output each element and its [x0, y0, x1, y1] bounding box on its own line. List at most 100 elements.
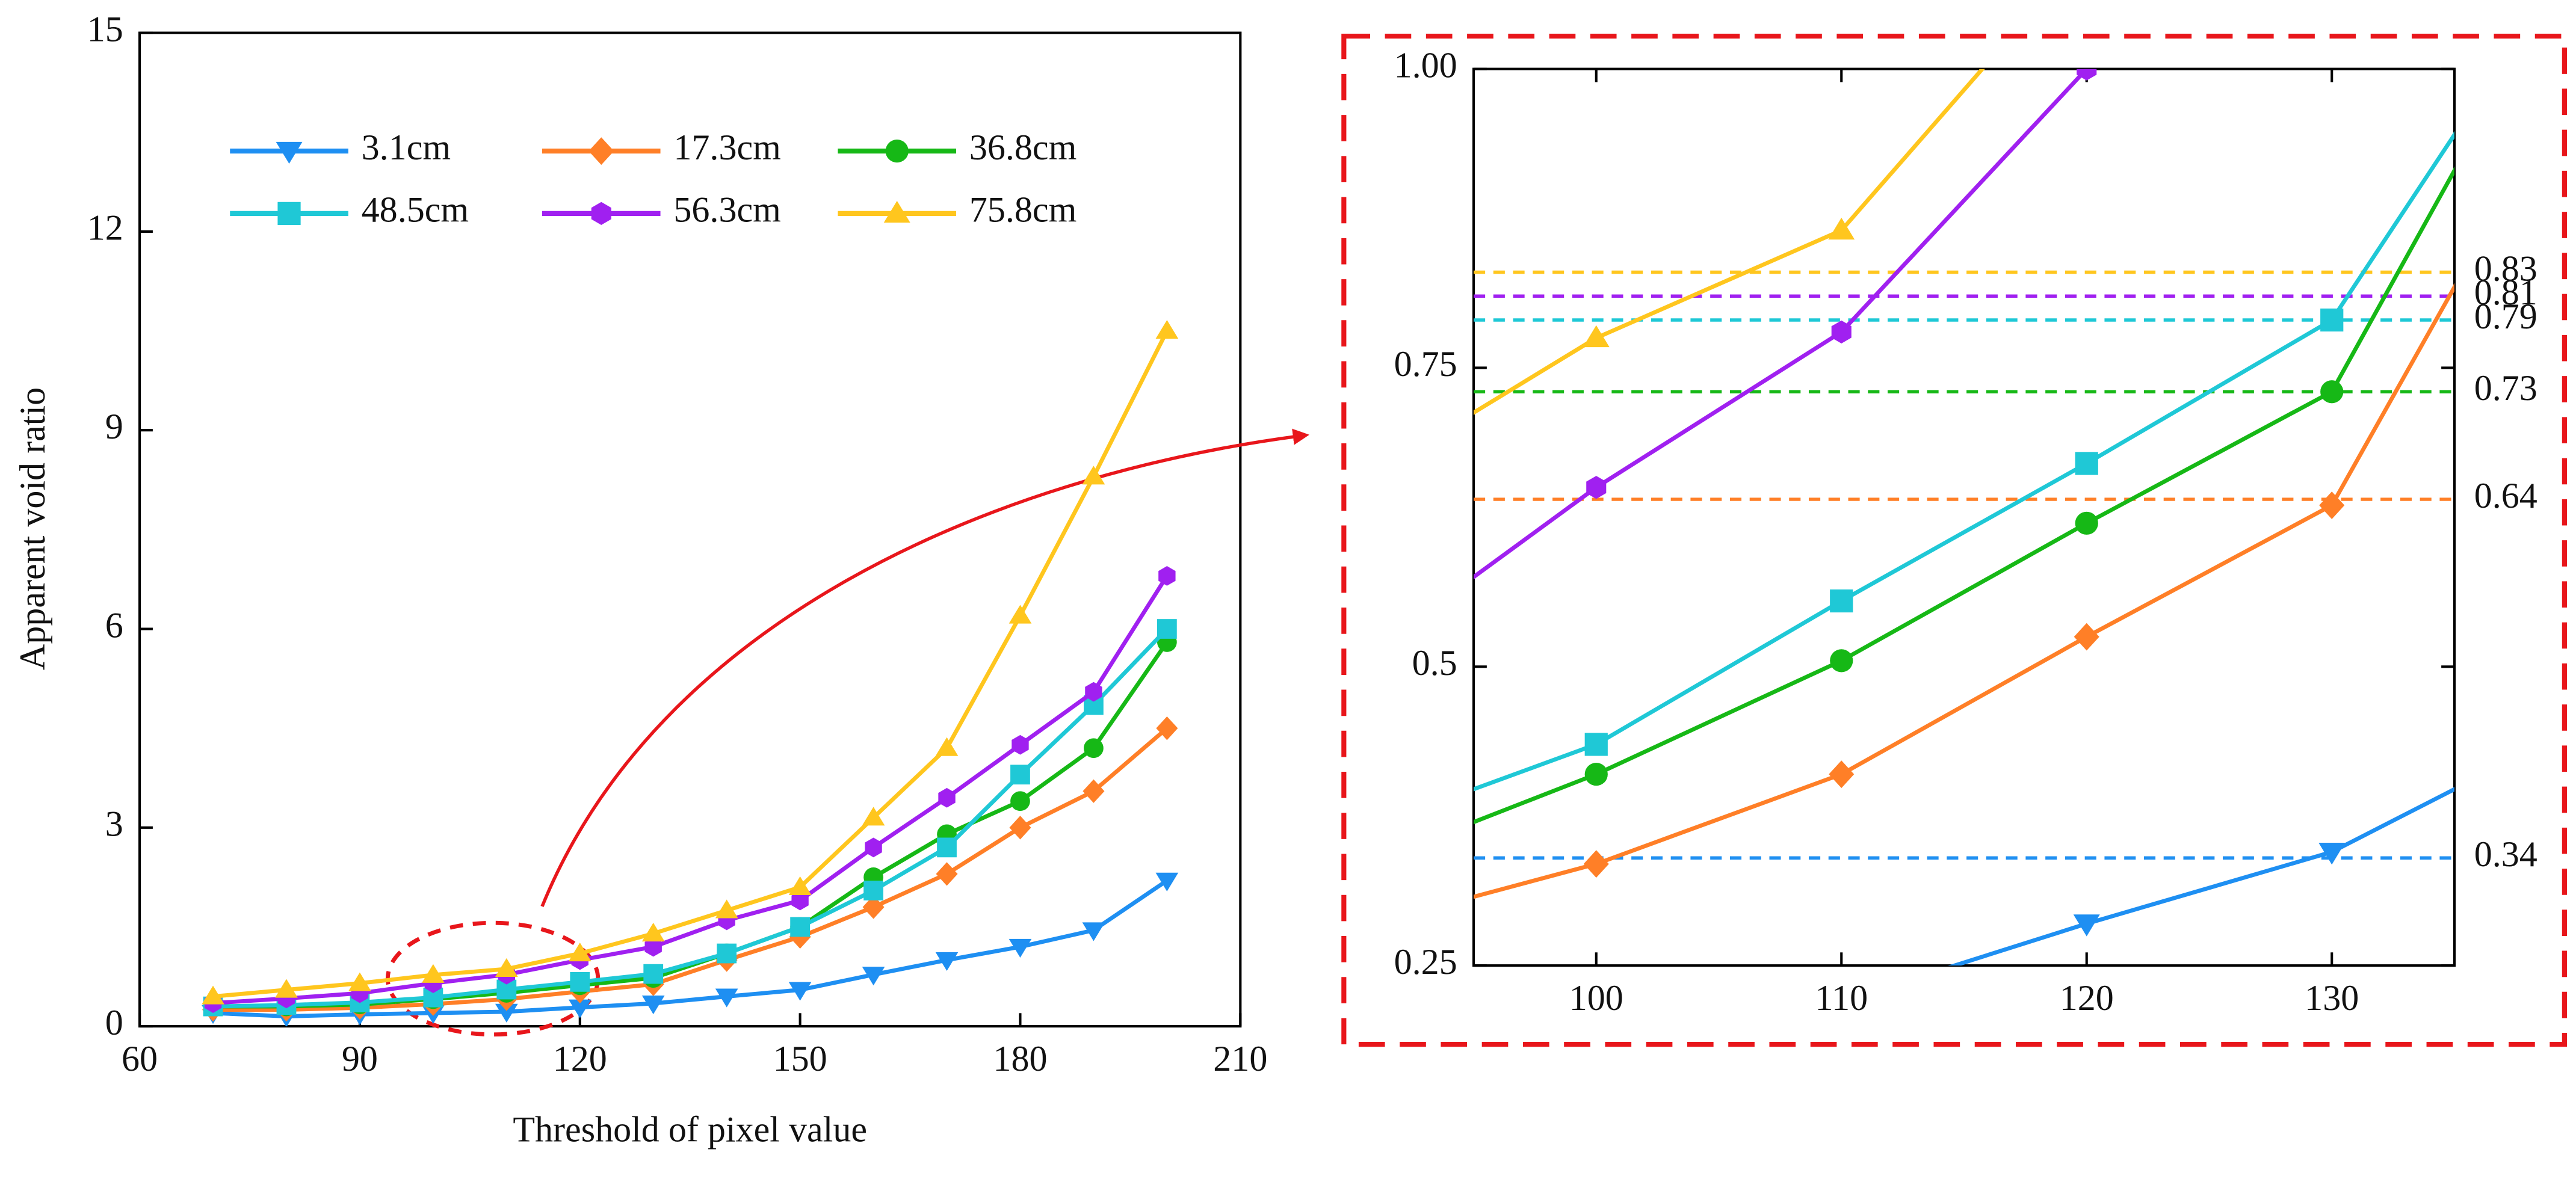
reference-label: 0.64 [2474, 475, 2537, 516]
marker [1008, 605, 1032, 624]
marker [865, 837, 882, 858]
y-tick-label: 1.00 [1394, 45, 1457, 85]
x-tick-label: 100 [1569, 977, 1623, 1018]
marker [2320, 380, 2344, 404]
marker [935, 952, 959, 971]
legend-label: 3.1cm [362, 127, 451, 167]
marker [1830, 589, 1853, 613]
left-plot-frame [138, 31, 1242, 1028]
marker [1082, 922, 1105, 941]
x-tick-label: 110 [1815, 977, 1868, 1018]
marker [862, 895, 885, 919]
legend-label: 56.3cm [673, 189, 780, 230]
y-tick-label: 15 [87, 8, 123, 49]
marker [715, 899, 738, 919]
marker [2318, 843, 2346, 865]
marker [936, 862, 958, 886]
marker [935, 737, 959, 756]
marker [570, 971, 590, 992]
marker [717, 943, 737, 964]
series-line [212, 879, 1169, 1019]
marker [862, 807, 885, 826]
marker [1010, 765, 1030, 785]
marker [863, 881, 883, 900]
marker [1155, 872, 1179, 891]
reference-label: 0.73 [2474, 368, 2537, 408]
marker [641, 922, 665, 942]
marker [1155, 320, 1179, 339]
marker [348, 972, 371, 991]
marker [495, 958, 518, 977]
marker [937, 837, 957, 858]
marker [202, 985, 224, 1005]
marker [641, 996, 665, 1015]
marker [1010, 791, 1030, 811]
marker [1008, 938, 1032, 958]
reference-label: 0.83 [2474, 248, 2537, 288]
series-line [212, 574, 1169, 1005]
legend-label: 36.8cm [969, 127, 1076, 167]
y-axis-label: Apparent void ratio [12, 387, 52, 670]
plot-area [202, 320, 1179, 1027]
x-axis-label: Threshold of pixel value [513, 1109, 867, 1149]
x-tick-label: 120 [2060, 977, 2114, 1018]
marker [2075, 452, 2098, 475]
marker [422, 964, 445, 983]
x-tick-label: 130 [2305, 977, 2359, 1018]
y-tick-label: 0.75 [1394, 343, 1457, 384]
y-tick-label: 12 [87, 208, 123, 248]
zoom-box [1341, 33, 2567, 1047]
marker [1157, 619, 1177, 639]
series-line [1948, 787, 2454, 966]
series-line [1474, 69, 1985, 415]
right-plot-frame [1472, 67, 2456, 967]
marker [1584, 733, 1608, 756]
marker [1583, 850, 1609, 878]
marker [1009, 816, 1031, 840]
marker [788, 876, 812, 896]
x-tick-label: 90 [342, 1038, 378, 1079]
marker [1586, 476, 1607, 499]
y-tick-label: 9 [105, 406, 123, 446]
legend-marker [883, 200, 910, 223]
marker [1082, 466, 1105, 485]
legend-marker [591, 202, 611, 225]
x-tick-label: 180 [993, 1038, 1047, 1079]
reference-label: 0.79 [2474, 296, 2537, 336]
plot-area [1474, 69, 2454, 966]
marker [643, 964, 664, 984]
marker [2073, 914, 2100, 937]
marker [1012, 734, 1029, 755]
y-tick-label: 0.25 [1394, 941, 1457, 982]
marker [790, 917, 811, 937]
marker [275, 979, 298, 998]
marker [1828, 217, 1855, 240]
marker [1584, 763, 1608, 786]
marker [1085, 682, 1102, 702]
legend-marker [277, 202, 301, 225]
legend-label: 75.8cm [969, 189, 1076, 230]
marker [788, 982, 812, 1001]
marker [791, 890, 809, 911]
marker [495, 1003, 518, 1023]
marker [1829, 760, 1855, 789]
zoom-arrow [540, 428, 1309, 907]
x-tick-label: 60 [122, 1038, 158, 1079]
y-tick-label: 3 [105, 804, 123, 844]
zoom-region [385, 920, 601, 1037]
legend-marker [885, 140, 909, 163]
x-tick-label: 120 [553, 1038, 607, 1079]
marker [2320, 308, 2344, 332]
legend-label: 48.5cm [362, 189, 469, 230]
legend-label: 17.3cm [673, 127, 780, 167]
marker [1583, 325, 1610, 348]
marker [1156, 716, 1178, 740]
marker [644, 937, 662, 957]
y-tick-label: 0.5 [1412, 642, 1457, 683]
marker [938, 787, 956, 808]
marker [862, 967, 885, 986]
marker [568, 999, 591, 1018]
series-line [213, 727, 1169, 1012]
